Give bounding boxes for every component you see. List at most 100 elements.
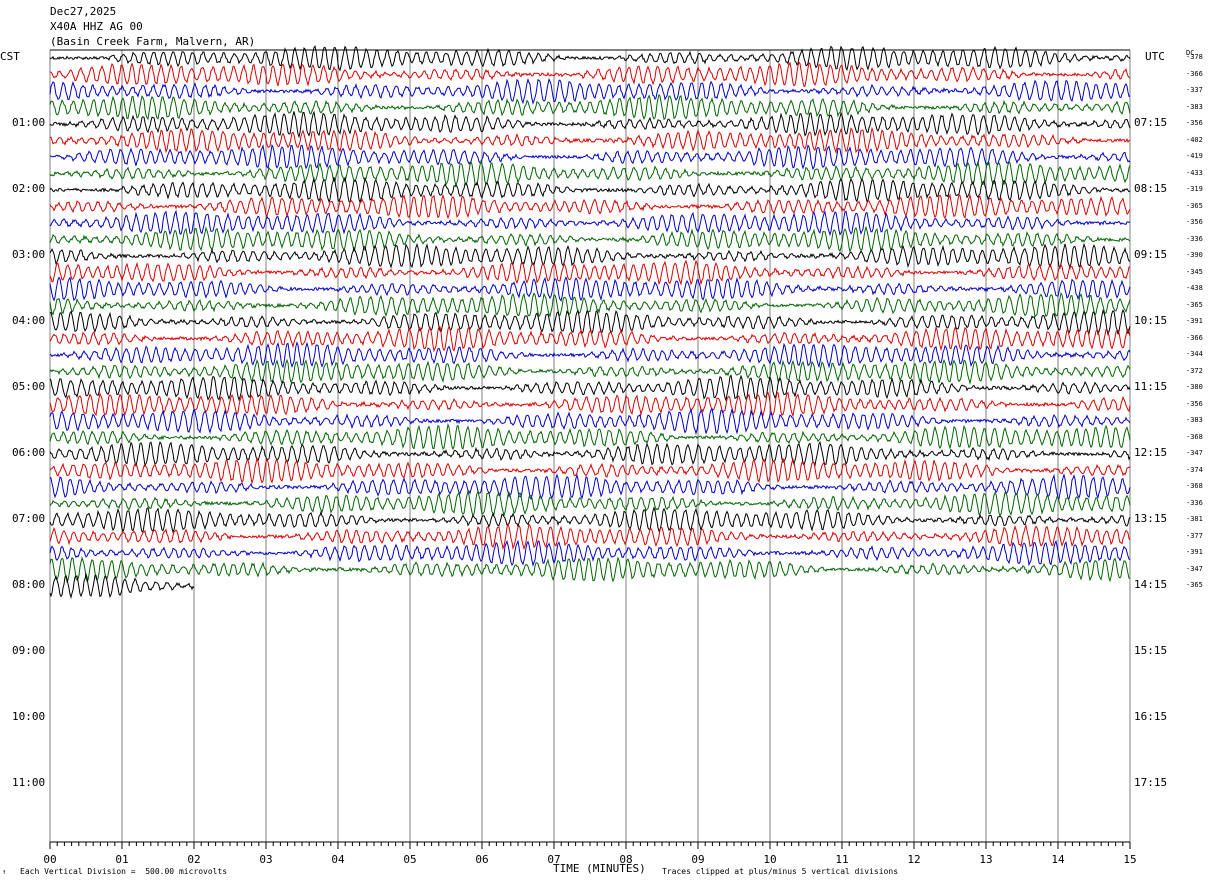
cst-time-label: 04:00	[12, 314, 46, 327]
dc-offset-header: DC	[1186, 49, 1195, 57]
trace-line	[49, 556, 1131, 584]
station-code: X40A HHZ AG 00	[50, 20, 143, 33]
x-tick-label: 00	[43, 853, 56, 866]
x-tick-label: 11	[835, 853, 848, 866]
dc-offset-value: -381	[1186, 515, 1203, 523]
dc-offset-value: -356	[1186, 119, 1203, 127]
trace-line	[49, 276, 1131, 302]
x-tick-label: 07	[547, 853, 560, 866]
trace-line	[49, 93, 1131, 121]
trace-line	[49, 44, 1131, 72]
trace-line	[49, 77, 1131, 105]
utc-time-label: 07:15	[1134, 116, 1168, 129]
trace-line	[49, 539, 1131, 568]
dc-offset-value: -391	[1186, 548, 1203, 556]
dc-offset-value: -366	[1186, 333, 1203, 342]
trace-line	[49, 325, 1131, 353]
trace-line	[49, 341, 1131, 369]
x-tick-label: 06	[475, 853, 488, 866]
trace-line	[49, 193, 1131, 220]
utc-time-label: 17:15	[1134, 776, 1168, 789]
utc-time-label: 10:15	[1134, 314, 1168, 327]
trace-line	[49, 358, 1131, 385]
cst-time-label: 01:00	[12, 116, 46, 129]
trace-line	[49, 489, 1131, 518]
trace-line	[49, 126, 1131, 155]
cst-time-label: 10:00	[12, 710, 46, 723]
dc-offset-value: -368	[1186, 482, 1203, 490]
x-tick-label: 09	[691, 853, 704, 866]
trace-line	[49, 374, 1131, 403]
dc-offset-value: -383	[1186, 416, 1203, 424]
left-timezone-label: CST	[0, 50, 20, 63]
dc-offset-value: -347	[1186, 564, 1203, 573]
x-tick-label: 10	[763, 853, 776, 866]
dc-offset-value: -368	[1186, 432, 1203, 441]
dc-offset-value: -419	[1186, 152, 1203, 160]
dc-offset-value: -356	[1186, 218, 1203, 226]
dc-offset-value: -356	[1186, 399, 1203, 408]
dc-offset-value: -336	[1186, 234, 1203, 243]
trace-line	[49, 259, 1131, 286]
trace-line	[49, 522, 1131, 551]
trace-line	[49, 407, 1131, 436]
utc-time-label: 09:15	[1134, 248, 1168, 261]
cst-time-label: 03:00	[12, 248, 46, 261]
x-tick-label: 13	[979, 853, 992, 866]
x-tick-label: 15	[1123, 853, 1136, 866]
dc-offset-value: -365	[1186, 300, 1203, 309]
trace-line	[49, 441, 1131, 468]
x-axis-title: TIME (MINUTES)	[553, 862, 646, 875]
trace-line	[49, 506, 1131, 534]
dc-offset-value: -365	[1186, 201, 1203, 210]
dc-offset-value: -366	[1186, 69, 1203, 78]
x-axis-ticks: 00 01 02 03 04 05 06 07 08 09 10 11 12 13 14 15	[43, 842, 1137, 866]
dc-offset-value: -365	[1186, 581, 1203, 589]
utc-time-label: 13:15	[1134, 512, 1168, 525]
dc-offset-value: -377	[1186, 531, 1203, 540]
trace-line	[49, 422, 1131, 451]
x-tick-label: 02	[187, 853, 200, 866]
x-tick-label: 05	[403, 853, 416, 866]
trace-line	[49, 473, 1131, 501]
cst-time-label: 07:00	[12, 512, 46, 525]
utc-time-label: 14:15	[1134, 578, 1168, 591]
dc-offset-value: -402	[1186, 135, 1203, 144]
station-location: (Basin Creek Farm, Malvern, AR)	[50, 35, 256, 48]
dc-offset-value: -337	[1186, 86, 1203, 94]
dc-offset-value: -438	[1186, 284, 1203, 292]
trace-line	[49, 110, 1131, 139]
dc-offset-value: -344	[1186, 350, 1203, 358]
cst-time-label: 02:00	[12, 182, 46, 195]
cst-time-label: 05:00	[12, 380, 46, 393]
x-tick-label: 14	[1051, 853, 1065, 866]
vertical-division-note: Each Vertical Division = 500.00 microvol…	[20, 867, 228, 876]
dc-offset-value: -378	[1186, 53, 1203, 61]
trace-line	[49, 242, 1130, 271]
dc-offset-value: -347	[1186, 449, 1203, 457]
dc-offset-value: -336	[1186, 498, 1203, 507]
x-tick-label: 04	[331, 853, 345, 866]
cst-time-label: 11:00	[12, 776, 46, 789]
dc-offset-value: -390	[1186, 251, 1203, 259]
utc-time-label: 11:15	[1134, 380, 1168, 393]
trace-line	[49, 159, 1131, 188]
utc-time-label: 16:15	[1134, 710, 1168, 723]
trace-line	[49, 61, 1131, 88]
trace-line	[49, 225, 1131, 253]
dc-offset-value: -374	[1186, 465, 1203, 474]
record-date: Dec27,2025	[50, 5, 117, 18]
trace-line	[49, 572, 195, 599]
trace-line	[49, 391, 1131, 418]
dc-offset-value: -372	[1186, 366, 1203, 375]
utc-time-label: 12:15	[1134, 446, 1168, 459]
minute-grid	[49, 49, 1131, 843]
x-tick-label: 08	[619, 853, 632, 866]
clip-note: Traces clipped at plus/minus 5 vertical …	[662, 867, 899, 876]
x-tick-label: 01	[115, 853, 128, 866]
cst-time-label: 08:00	[12, 578, 46, 591]
dc-offset-value: -391	[1186, 317, 1203, 325]
utc-time-label: 08:15	[1134, 182, 1168, 195]
seismic-traces	[49, 44, 1131, 599]
